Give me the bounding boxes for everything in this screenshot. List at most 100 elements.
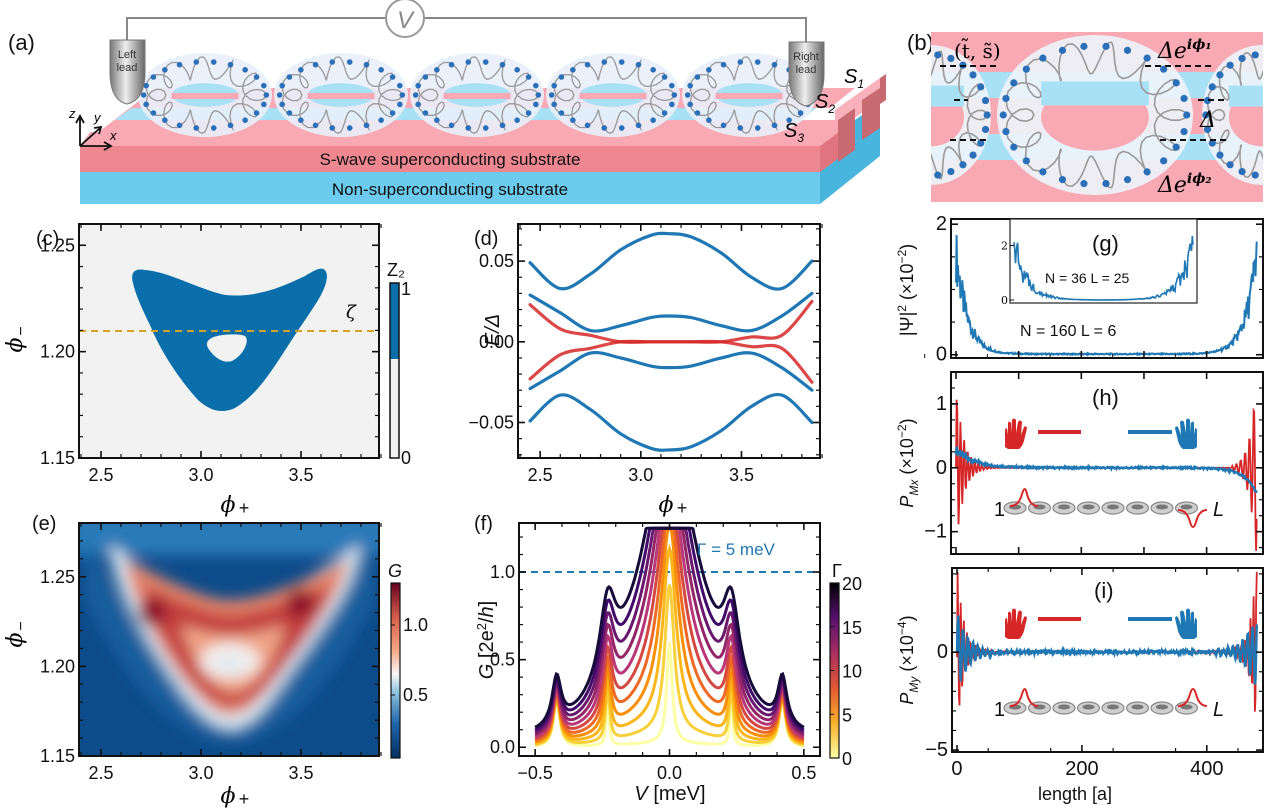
chart-h: −1 0 1 PMx (×10−2) (h) 1 L <box>895 371 1264 555</box>
atom-dot <box>1202 111 1210 119</box>
chain-start-label: 1 <box>994 699 1005 721</box>
panel-a-label: (a) <box>8 30 35 55</box>
torus-chain <box>138 53 816 137</box>
atom-dot <box>694 74 701 80</box>
panel-d-label: (d) <box>474 228 498 250</box>
y-tick-label: −0.05 <box>468 412 514 432</box>
atom-dot <box>1002 127 1010 136</box>
atom-dot <box>227 61 234 68</box>
atom-dot <box>1080 42 1088 50</box>
atom-dot <box>1058 176 1067 184</box>
atom-dot <box>999 111 1007 119</box>
y-tick-label: 1.25 <box>40 235 75 255</box>
strip-s2-label: S2 <box>815 91 835 116</box>
atom-dot <box>558 110 565 116</box>
atom-dot <box>1102 42 1110 50</box>
atom-dot <box>140 92 147 98</box>
panel-a-schematic: (a) V S-wave superconduc <box>8 0 886 204</box>
atom-dot <box>618 125 625 131</box>
atom-dot <box>671 92 678 98</box>
atom-dot <box>720 122 727 129</box>
right-hand-icon <box>1175 608 1197 639</box>
colorbar-c-title: Z₂ <box>387 260 405 280</box>
helix-wire <box>1005 41 1188 189</box>
atom-dot <box>661 110 668 116</box>
x-tick-label: 3.0 <box>188 465 213 485</box>
chain-torus-hole <box>1156 504 1168 510</box>
colorbar-f-tick-label: 10 <box>842 662 862 682</box>
atom-dot <box>947 167 955 176</box>
atom-dot <box>261 101 267 108</box>
right-lead-label-line2: lead <box>796 64 817 76</box>
coupling-lines <box>940 65 1226 141</box>
atom-dot <box>1039 168 1047 176</box>
atom-dot <box>706 117 712 123</box>
right-hand-icon <box>1175 418 1197 449</box>
atom-dot <box>363 61 370 68</box>
atom-dot <box>143 82 149 89</box>
y-tick-label: 1.0 <box>490 562 515 582</box>
x-tick-label: 0 <box>951 758 962 780</box>
atom-dot <box>921 171 928 178</box>
atom-dot <box>1265 51 1270 58</box>
chart-i-xlabel: length [a] <box>1038 784 1112 804</box>
right-mode-profile <box>1177 509 1208 528</box>
helix-wire <box>417 55 539 135</box>
colorbar-f-title: Γ <box>832 561 842 581</box>
y-axis-label: ϕ <box>3 633 28 648</box>
coordinate-axes-icon <box>75 114 113 151</box>
chain-torus-hole <box>1058 704 1070 710</box>
atom-dot <box>1183 111 1191 119</box>
atom-dot <box>397 82 403 89</box>
series-line-band+3 <box>528 231 814 291</box>
atom-dot <box>1238 167 1246 176</box>
colorbar-f-tick-label: 0 <box>842 749 852 769</box>
atom-dot <box>548 92 555 98</box>
colorbar-c-one <box>390 283 399 359</box>
atom-dot <box>227 122 234 129</box>
x-axis-label: ϕ <box>221 493 236 518</box>
helix-wire <box>689 55 811 135</box>
normal-layer <box>80 172 820 204</box>
torus-right-partial <box>1202 45 1270 185</box>
atom-dot <box>193 125 200 131</box>
panel-b-label: (b) <box>907 30 934 55</box>
atom-dot <box>977 139 985 147</box>
y-tick-label: 0 <box>937 641 948 663</box>
inset-y-tick-label: 2 <box>1001 240 1008 253</box>
helix-wire <box>281 55 403 135</box>
x-tick-label: 3.5 <box>288 763 313 783</box>
y-tick-label: 0 <box>936 344 947 366</box>
atom-dot <box>1172 143 1180 151</box>
torus-center <box>997 35 1193 195</box>
chain-torus-hole <box>1131 504 1144 510</box>
atom-dot <box>618 59 625 65</box>
atom-dot <box>482 125 489 131</box>
hand-shape <box>1005 608 1027 639</box>
s-wave-substrate-label: S-wave superconducting substrate <box>320 150 581 169</box>
atom-dot <box>1002 94 1010 103</box>
atom-dot <box>261 82 267 89</box>
colorbar-e <box>390 582 401 759</box>
atom-dot <box>1123 176 1132 184</box>
chain-torus-hole <box>1082 704 1095 710</box>
atom-dot <box>650 117 656 123</box>
atom-dot <box>312 61 319 68</box>
x-axis-label-sub: + <box>677 498 688 518</box>
atom-dot <box>150 110 157 116</box>
inset-g-frame <box>1009 218 1198 304</box>
x-tick-label: 2.5 <box>528 465 553 485</box>
atom-dot <box>210 59 217 65</box>
x-axis-label: ϕ <box>221 784 236 809</box>
atom-dot <box>193 59 200 65</box>
atom-dot <box>465 125 472 131</box>
left-hand-icon <box>1005 418 1027 449</box>
atom-dot <box>947 54 955 63</box>
x-tick-label: −0.5 <box>517 763 553 783</box>
colorbar-c-frame <box>389 282 400 459</box>
atom-dot <box>601 59 608 65</box>
voltmeter-icon: V <box>385 0 425 38</box>
panel-i-label: (i) <box>1094 578 1114 603</box>
chart-g-annotation: N = 160 L = 6 <box>1020 323 1116 340</box>
